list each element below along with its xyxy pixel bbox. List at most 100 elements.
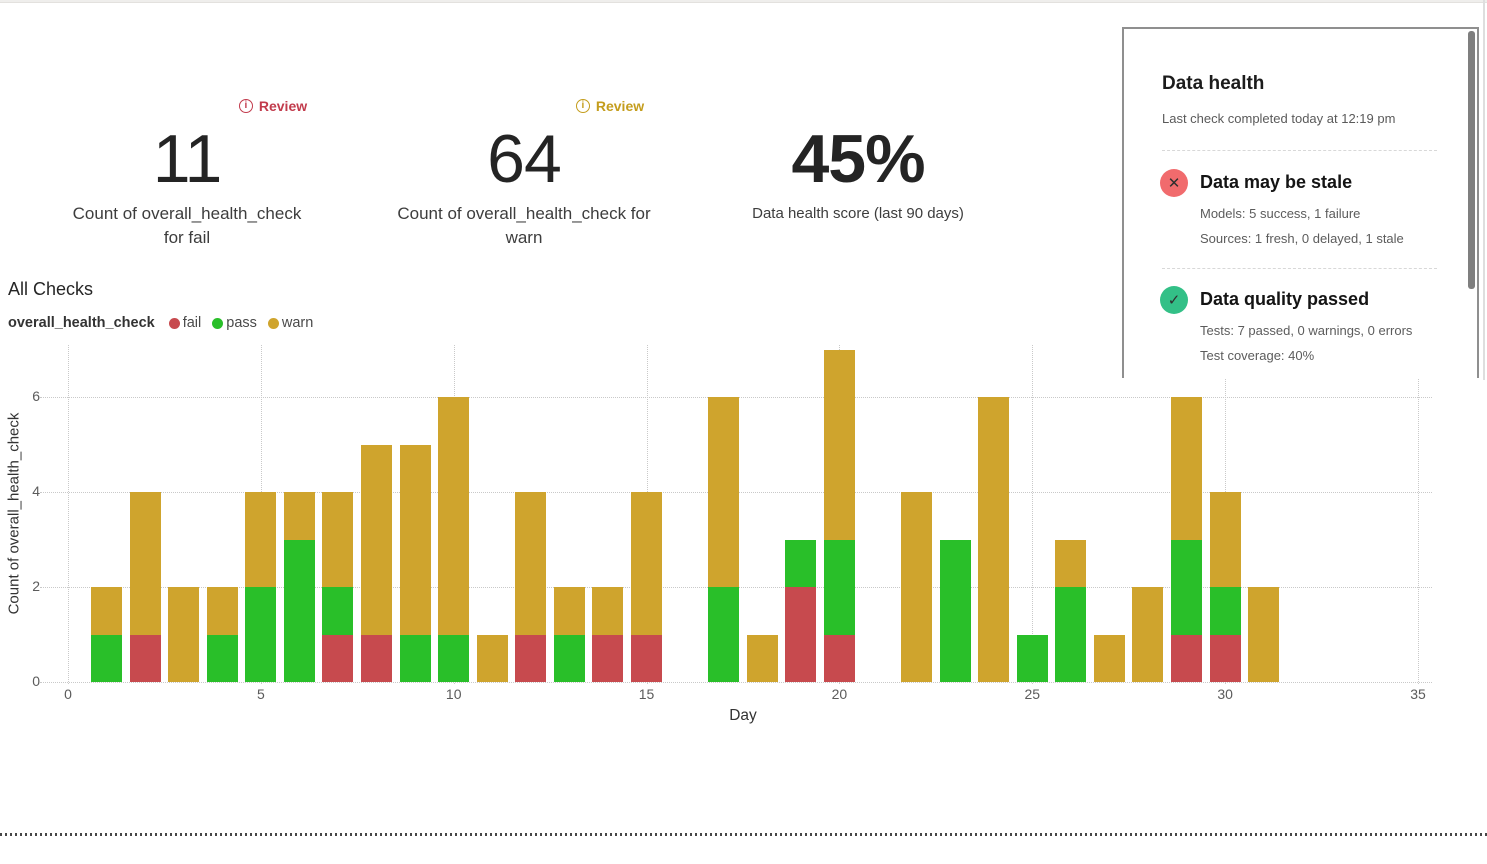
page-section-divider xyxy=(0,833,1487,836)
bar-fail-day-14[interactable] xyxy=(592,634,624,682)
x-tick-label-30: 30 xyxy=(1217,686,1233,702)
bar-warn-day-11[interactable] xyxy=(476,634,508,682)
info-icon xyxy=(238,99,253,113)
stacked-bar-chart: Count of overall_health_check Day 0 2 4 6 0 5… xyxy=(5,345,1432,724)
quality-heading: Data quality passed xyxy=(1200,289,1370,309)
bar-pass-day-17[interactable] xyxy=(708,587,740,682)
x-tick-label-35: 35 xyxy=(1410,686,1426,702)
success-status-icon: ✓ xyxy=(1160,286,1188,314)
bar-pass-day-10[interactable] xyxy=(438,634,470,682)
bar-pass-day-20[interactable] xyxy=(823,539,855,635)
bar-warn-day-27[interactable] xyxy=(1093,634,1125,682)
x-tick-label-0: 0 xyxy=(64,686,72,702)
panel-title: Data health xyxy=(1162,73,1265,94)
bar-pass-day-4[interactable] xyxy=(206,634,238,682)
x-tick-label-20: 20 xyxy=(831,686,848,702)
bar-fail-day-7[interactable] xyxy=(322,634,354,682)
bar-warn-day-9[interactable] xyxy=(399,444,431,635)
x-tick-label-10: 10 xyxy=(445,686,462,702)
bar-warn-day-3[interactable] xyxy=(168,587,200,682)
x-tick-label-15: 15 xyxy=(638,686,655,702)
divider xyxy=(1162,150,1437,151)
warn-dot-icon xyxy=(267,317,279,329)
bar-warn-day-5[interactable] xyxy=(245,492,277,587)
bar-pass-day-5[interactable] xyxy=(245,587,277,682)
fail-dot-icon xyxy=(168,317,180,329)
bar-pass-day-29[interactable] xyxy=(1171,539,1203,635)
data-health-panel: Data health Last check completed today a… xyxy=(1122,27,1479,378)
bar-pass-day-19[interactable] xyxy=(785,539,817,587)
panel-scrollbar-thumb[interactable] xyxy=(1468,31,1475,289)
stale-heading: Data may be stale xyxy=(1200,172,1353,192)
review-badge-fail[interactable]: Review xyxy=(123,96,423,116)
bar-warn-day-12[interactable] xyxy=(515,492,547,635)
bar-fail-day-2[interactable] xyxy=(129,634,161,682)
kpi-label-fail: Count of overall_health_check for fail xyxy=(72,204,302,247)
kpi-card-warn-count: Review 64 Count of overall_health_check … xyxy=(374,96,674,250)
bar-warn-day-30[interactable] xyxy=(1209,492,1241,587)
legend-item-fail[interactable]: fail xyxy=(168,315,201,331)
bar-pass-day-26[interactable] xyxy=(1055,587,1087,682)
bar-pass-day-30[interactable] xyxy=(1209,587,1241,635)
bar-warn-day-17[interactable] xyxy=(708,397,740,587)
bar-pass-day-6[interactable] xyxy=(283,539,315,682)
bar-fail-day-15[interactable] xyxy=(631,634,663,682)
kpi-label-warn: Count of overall_health_check for warn xyxy=(397,204,651,247)
bar-pass-day-1[interactable] xyxy=(91,634,123,682)
bar-fail-day-12[interactable] xyxy=(515,634,547,682)
review-badge-warn[interactable]: Review xyxy=(460,96,760,116)
bar-warn-day-15[interactable] xyxy=(631,492,663,635)
pass-dot-icon xyxy=(212,317,224,329)
legend-item-pass[interactable]: pass xyxy=(212,315,257,331)
bar-warn-day-18[interactable] xyxy=(746,634,778,682)
bar-fail-day-8[interactable] xyxy=(361,634,393,682)
gridline-y-0 xyxy=(40,682,1432,683)
bar-warn-day-2[interactable] xyxy=(129,492,161,635)
bar-fail-day-29[interactable] xyxy=(1171,634,1203,682)
bar-warn-day-31[interactable] xyxy=(1248,587,1280,682)
bar-fail-day-30[interactable] xyxy=(1209,634,1241,682)
x-tick-label-5: 5 xyxy=(256,686,265,702)
review-label: Review xyxy=(258,98,308,114)
bar-pass-day-7[interactable] xyxy=(322,587,354,635)
bar-pass-day-13[interactable] xyxy=(553,634,585,682)
gridline-x-25 xyxy=(1032,345,1034,684)
bar-warn-day-4[interactable] xyxy=(206,587,238,635)
sources-status-row: Sources: 1 fresh, 0 delayed, 1 stale xyxy=(1200,231,1404,246)
chart-section-title: All Checks xyxy=(8,279,94,299)
bar-warn-day-13[interactable] xyxy=(553,587,585,635)
y-tick-label-2: 2 xyxy=(32,578,40,594)
tests-status-row: Tests: 7 passed, 0 warnings, 0 errors xyxy=(1200,323,1413,338)
bar-warn-day-24[interactable] xyxy=(978,397,1010,682)
y-tick-label-4: 4 xyxy=(32,483,40,499)
bar-warn-day-14[interactable] xyxy=(592,587,624,635)
bar-fail-day-20[interactable] xyxy=(823,634,855,682)
legend-item-warn[interactable]: warn xyxy=(267,315,313,331)
kpi-value-score: 45% xyxy=(791,121,925,197)
bar-warn-day-7[interactable] xyxy=(322,492,354,587)
bar-warn-day-1[interactable] xyxy=(91,587,123,635)
divider xyxy=(1162,268,1437,269)
legend-title: overall_health_check xyxy=(8,315,155,331)
bar-warn-day-20[interactable] xyxy=(823,349,855,540)
info-icon xyxy=(575,99,590,113)
bar-warn-day-10[interactable] xyxy=(438,397,470,635)
bar-warn-day-6[interactable] xyxy=(283,492,315,540)
kpi-card-health-score: 45% Data health score (last 90 days) xyxy=(708,96,1008,226)
y-tick-label-0: 0 xyxy=(32,673,40,689)
bar-warn-day-8[interactable] xyxy=(361,444,393,635)
bar-warn-day-26[interactable] xyxy=(1055,539,1087,587)
bar-pass-day-25[interactable] xyxy=(1016,634,1048,682)
bar-warn-day-22[interactable] xyxy=(901,492,933,682)
gridline-x-35 xyxy=(1417,345,1419,684)
top-border xyxy=(0,0,1487,3)
chart-legend: overall_health_check fail pass warn xyxy=(8,315,313,331)
bar-fail-day-19[interactable] xyxy=(785,587,817,682)
y-axis-label: Count of overall_health_check xyxy=(5,412,23,615)
gridline-x-0 xyxy=(68,345,69,684)
bar-warn-day-28[interactable] xyxy=(1132,587,1164,682)
bar-pass-day-9[interactable] xyxy=(399,634,431,682)
bar-pass-day-23[interactable] xyxy=(939,539,971,682)
bar-warn-day-29[interactable] xyxy=(1171,397,1203,540)
kpi-label-score: Data health score (last 90 days) xyxy=(752,205,964,222)
